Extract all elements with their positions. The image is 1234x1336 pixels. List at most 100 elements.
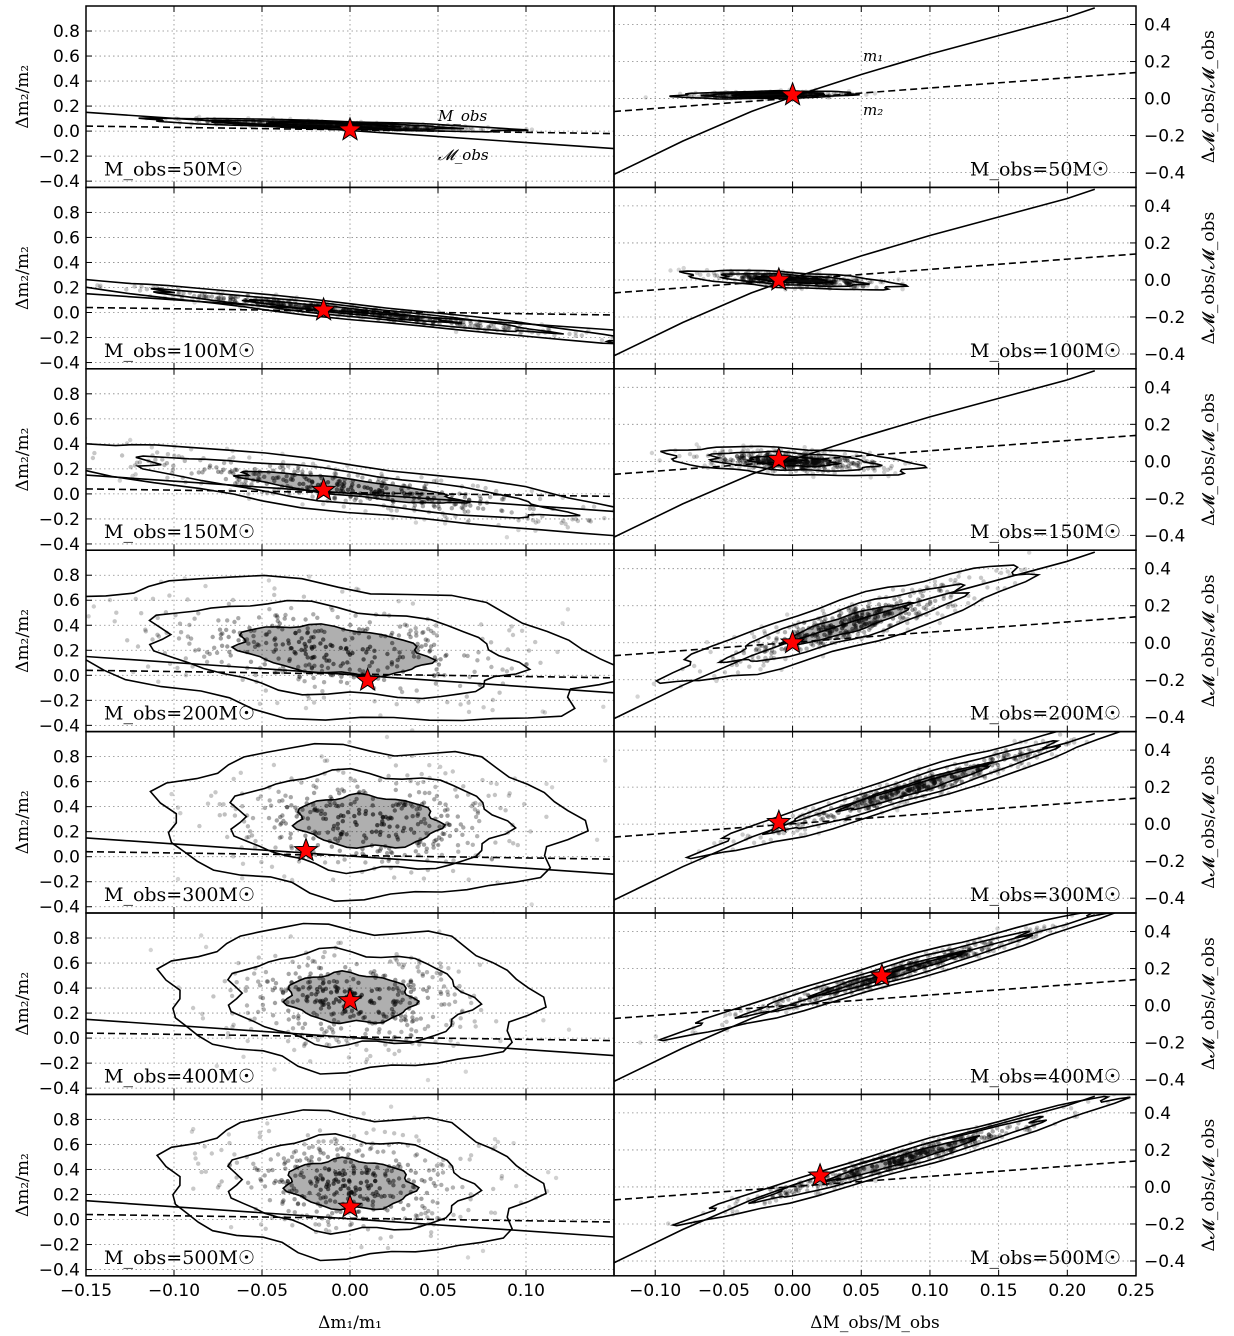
sample-point [522,801,527,807]
sample-point [817,269,822,275]
sample-point [132,284,137,289]
credible-contour [706,450,883,472]
sample-point [812,620,817,625]
true-value-star [310,476,337,502]
sample-point [468,503,473,508]
sample-point [226,601,232,607]
sample-point [352,778,357,783]
solid-line [614,369,1096,538]
sample-point [364,1057,370,1062]
y-tick-label: −0.4 [1144,345,1185,365]
sample-point [847,281,852,286]
sample-point [303,705,309,711]
y-tick-label: 0.4 [53,798,80,818]
sample-point [511,841,516,846]
sample-point [253,672,258,678]
sample-point [176,636,182,641]
y-tick-label: 0.4 [1144,560,1171,580]
sample-point [736,456,741,461]
sample-point [333,471,339,477]
posterior-samples [635,550,1042,699]
sample-point [478,1007,484,1013]
sample-point [240,804,245,809]
sample-point [150,637,155,642]
sample-point [738,459,743,464]
sample-point [869,279,874,285]
sample-point [318,1021,324,1026]
sample-point [531,506,536,512]
y-tick-label: 0.0 [53,485,80,505]
y-tick-label: 0.2 [53,641,80,661]
sample-point [394,664,400,669]
posterior-samples [86,278,614,345]
sample-point [210,634,215,640]
sample-point [536,519,541,524]
sample-point [854,463,860,468]
sample-point [861,455,866,460]
left-y-axis-label: Δm₂/m₂ [13,246,33,310]
sample-point [528,829,533,834]
sample-point [302,1021,308,1026]
sample-point [790,813,796,819]
sample-point [277,621,282,626]
sample-point [289,846,294,851]
y-tick-label: 0.2 [1144,415,1171,435]
sample-point [364,650,369,655]
sample-point [345,660,350,665]
sample-point [345,487,351,492]
credible-contour [265,121,402,128]
sample-point [329,844,334,849]
sample-point [155,615,160,621]
sample-point [812,460,818,465]
sample-point [844,280,850,285]
sample-point [143,629,148,634]
sample-point [816,459,822,464]
y-tick-label: −0.2 [39,1054,80,1074]
sample-point [390,515,395,521]
sample-point [416,790,422,795]
posterior-samples [684,731,1123,860]
sample-point [197,293,202,299]
credible-contour [86,278,614,345]
sample-point [335,860,341,865]
sample-point [321,637,326,642]
sample-point [223,476,229,482]
sample-point [846,281,851,287]
sample-point [280,669,285,675]
sample-point [476,506,481,511]
sample-point [1022,567,1028,572]
sample-point [854,284,859,289]
sample-point [306,485,311,490]
sample-point [239,481,244,486]
sample-point [456,849,461,854]
dashed-line [86,488,614,498]
y-tick-label: 0.8 [53,203,80,223]
sample-point [288,646,293,651]
sample-point [214,465,219,470]
sample-point [153,457,158,462]
sample-point [230,597,236,603]
sample-point [490,707,495,713]
sample-point [292,1047,297,1053]
sample-point [420,504,426,509]
sample-point [399,689,405,695]
sample-point [344,1038,349,1043]
sample-point [501,325,506,330]
sample-point [409,870,414,875]
sample-point [472,669,477,674]
sample-point [341,504,346,509]
sample-point [282,616,287,621]
sample-point [443,802,448,807]
sample-point [741,455,747,461]
sample-point [1012,738,1017,744]
sample-point [255,1009,261,1015]
sample-point [217,813,222,818]
sample-point [277,799,282,804]
sample-point [427,763,432,768]
sample-point [741,455,746,461]
sample-point [350,482,355,487]
sample-point [312,684,317,689]
sample-point [610,335,614,341]
sample-point [737,455,743,460]
sample-point [384,486,389,491]
